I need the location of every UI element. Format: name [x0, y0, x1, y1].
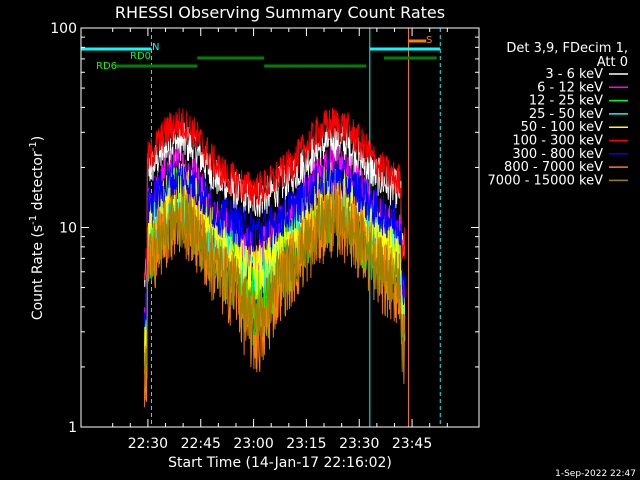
y-axis: 1 10 100 [50, 21, 479, 436]
legend-label: 800 - 7000 keV [504, 160, 603, 175]
footer-timestamp: 1-Sep-2022 22:47 [555, 469, 636, 479]
y-tick-label: 1 [68, 420, 77, 436]
x-axis: 22:30 22:45 23:00 23:15 23:30 23:45 [112, 28, 448, 452]
y-tick-label: 10 [59, 221, 77, 237]
x-tick-label: 23:15 [286, 436, 326, 452]
y-axis-label-exp2: -1 [28, 141, 39, 151]
x-tick-label: 22:45 [181, 436, 221, 452]
segment-label-rd0: RD0 [130, 51, 151, 62]
legend-label: 100 - 300 keV [512, 134, 603, 149]
segment-label-s: S [426, 35, 432, 46]
legend-label: 12 - 25 keV [529, 94, 603, 109]
series-line-5 [143, 107, 406, 281]
x-tick-label: 22:30 [128, 436, 168, 452]
legend-label: 50 - 100 keV [521, 120, 604, 135]
chart-title: RHESSI Observing Summary Count Rates [115, 3, 445, 22]
legend-label: 6 - 12 keV [537, 80, 603, 95]
segment-label-n: N [152, 42, 159, 53]
y-axis-label-main: Count Rate (s [30, 225, 46, 320]
x-tick-label: 23:45 [392, 436, 432, 452]
y-axis-label: Count Rate (s-1 detector-1) [28, 136, 46, 320]
y-axis-label-exp1: -1 [28, 215, 39, 225]
legend-header-line1: Det 3,9, FDecim 1, [506, 41, 628, 56]
segment-label-rd6: RD6 [96, 61, 117, 72]
y-tick-label: 100 [50, 21, 77, 37]
series-line-8 [143, 190, 406, 388]
y-axis-label-end: ) [30, 136, 46, 141]
x-axis-label: Start Time (14-Jan-17 22:16:02) [168, 455, 392, 471]
legend-label: 25 - 50 keV [529, 107, 603, 122]
y-axis-label-mid: detector [30, 151, 46, 215]
series-group [143, 107, 406, 408]
x-tick-label: 23:00 [233, 436, 273, 452]
x-tick-label: 23:30 [339, 436, 379, 452]
legend-header-line2: Att 0 [597, 55, 628, 70]
legend-label: 3 - 6 keV [545, 67, 603, 82]
legend-label: 300 - 800 keV [512, 147, 603, 162]
series-line-6 [143, 158, 406, 328]
legend-label: 7000 - 15000 keV [488, 173, 604, 188]
